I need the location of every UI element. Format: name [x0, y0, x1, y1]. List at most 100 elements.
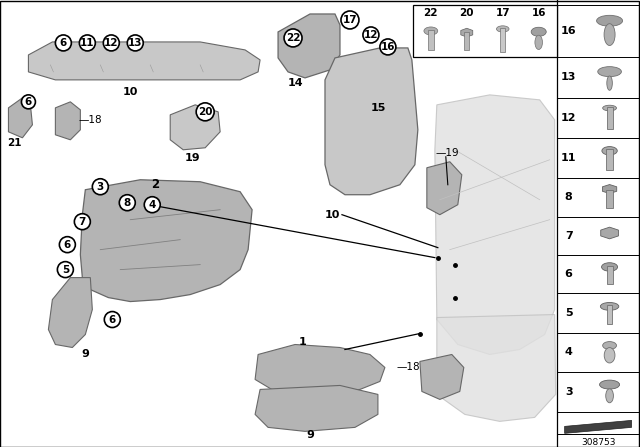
Text: 10: 10 [123, 87, 138, 97]
Polygon shape [170, 105, 220, 150]
Bar [607, 107, 612, 129]
Text: —18: —18 [79, 115, 102, 125]
Text: 9: 9 [306, 431, 314, 440]
Ellipse shape [497, 26, 509, 32]
Ellipse shape [605, 389, 613, 403]
Polygon shape [255, 345, 385, 394]
Bar [606, 149, 613, 170]
Circle shape [60, 237, 76, 253]
Text: 22: 22 [286, 33, 300, 43]
Ellipse shape [607, 76, 612, 90]
Circle shape [127, 35, 143, 51]
Text: 19: 19 [184, 153, 200, 163]
Text: 6: 6 [25, 97, 32, 107]
Text: 20: 20 [198, 107, 212, 117]
Polygon shape [255, 385, 378, 431]
Circle shape [79, 35, 95, 51]
Circle shape [104, 311, 120, 327]
Text: 308753: 308753 [581, 438, 615, 447]
Text: 1: 1 [299, 336, 307, 346]
Polygon shape [28, 42, 260, 80]
Ellipse shape [600, 302, 619, 310]
Ellipse shape [602, 146, 617, 155]
Ellipse shape [604, 24, 615, 46]
Text: 10: 10 [324, 210, 340, 220]
Ellipse shape [602, 263, 618, 271]
Circle shape [196, 103, 214, 121]
Text: 11: 11 [80, 38, 95, 48]
Circle shape [341, 11, 359, 29]
Polygon shape [56, 102, 81, 140]
Bar [413, 5, 557, 57]
Text: 17: 17 [342, 15, 357, 25]
Polygon shape [437, 314, 556, 422]
Text: —19: —19 [435, 148, 459, 158]
Text: 16: 16 [531, 8, 546, 18]
Polygon shape [420, 354, 464, 400]
Ellipse shape [531, 27, 546, 36]
Ellipse shape [604, 348, 615, 363]
Circle shape [92, 179, 108, 195]
Text: 13: 13 [128, 38, 143, 48]
Polygon shape [325, 48, 418, 195]
Circle shape [21, 95, 35, 109]
Text: 4: 4 [564, 348, 573, 358]
Circle shape [119, 195, 135, 211]
Text: 7: 7 [79, 217, 86, 227]
Circle shape [363, 27, 379, 43]
Ellipse shape [596, 15, 623, 26]
Text: 21: 21 [7, 138, 22, 148]
Text: 6: 6 [109, 314, 116, 324]
Polygon shape [435, 95, 555, 354]
Text: 14: 14 [287, 78, 303, 88]
Text: 8: 8 [124, 198, 131, 208]
Polygon shape [602, 185, 617, 194]
Text: 5: 5 [565, 307, 572, 318]
Text: 20: 20 [460, 8, 474, 18]
Text: 6: 6 [564, 269, 573, 279]
Circle shape [58, 262, 74, 278]
Ellipse shape [603, 341, 616, 349]
Text: 12: 12 [364, 30, 378, 40]
Polygon shape [564, 420, 632, 433]
Bar [464, 32, 469, 50]
Bar [557, 0, 639, 448]
Circle shape [74, 214, 90, 230]
Ellipse shape [603, 105, 616, 111]
Bar [607, 305, 612, 324]
Polygon shape [427, 162, 462, 215]
Bar [500, 28, 505, 52]
Text: 13: 13 [561, 73, 577, 82]
Bar [607, 266, 612, 284]
Text: 6: 6 [64, 240, 71, 250]
Text: 16: 16 [381, 42, 395, 52]
Polygon shape [8, 98, 33, 138]
Text: 5: 5 [61, 265, 69, 275]
Text: 11: 11 [561, 153, 577, 163]
Text: 8: 8 [564, 192, 573, 202]
Text: 3: 3 [565, 388, 572, 397]
Ellipse shape [424, 27, 438, 35]
Circle shape [144, 197, 160, 213]
Bar [606, 190, 613, 208]
Circle shape [103, 35, 119, 51]
Text: 22: 22 [424, 8, 438, 18]
Text: 2: 2 [151, 178, 159, 191]
Ellipse shape [535, 35, 543, 50]
Polygon shape [278, 14, 340, 78]
Circle shape [380, 39, 396, 55]
Text: 7: 7 [564, 231, 573, 241]
Circle shape [284, 29, 302, 47]
Polygon shape [601, 227, 618, 239]
Polygon shape [461, 28, 473, 37]
Text: 9: 9 [81, 349, 89, 359]
Text: 12: 12 [561, 113, 577, 123]
Text: 16: 16 [561, 26, 577, 36]
Text: 6: 6 [60, 38, 67, 48]
Polygon shape [49, 278, 92, 348]
Text: 12: 12 [104, 38, 118, 48]
Polygon shape [81, 180, 252, 302]
Text: —18: —18 [396, 362, 420, 372]
Circle shape [56, 35, 72, 51]
Text: 15: 15 [370, 103, 386, 113]
